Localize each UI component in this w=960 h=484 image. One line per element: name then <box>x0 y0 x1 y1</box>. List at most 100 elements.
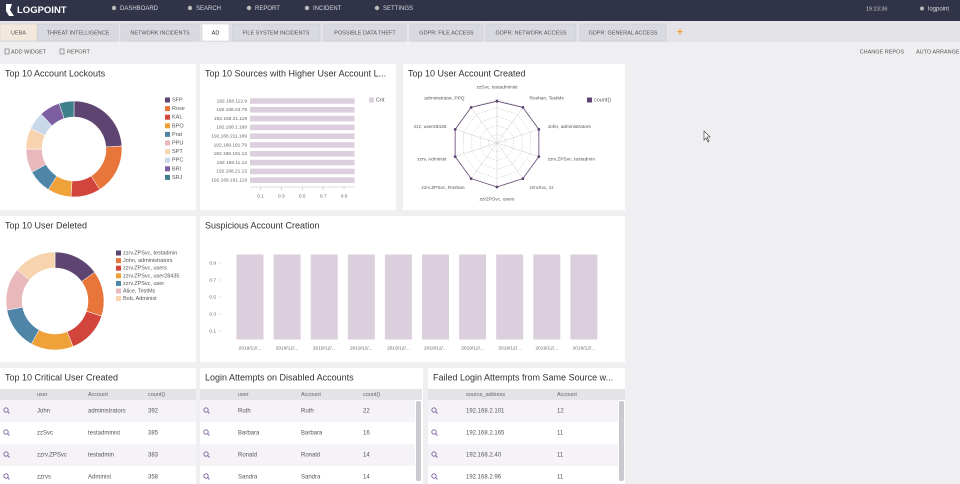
table-cell: 383 <box>148 453 159 459</box>
table-row[interactable] <box>200 422 415 444</box>
x-tick-label: 2019/12/... <box>535 345 558 351</box>
nav-icon <box>374 5 380 11</box>
tab[interactable] <box>323 23 407 42</box>
table-row[interactable] <box>428 422 618 444</box>
search-icon[interactable] <box>203 473 209 479</box>
toolbar-item[interactable]: REPORT <box>67 49 90 55</box>
radar-label: zzrv.ZPSvc, testadmin <box>548 157 596 163</box>
search-icon[interactable] <box>203 407 209 413</box>
table-cell: zzrvs <box>37 475 51 481</box>
toolbar-item[interactable]: ADD WIDGET <box>11 49 47 55</box>
nav-item[interactable]: SEARCH <box>196 6 221 12</box>
table-cell: Ruth <box>238 409 251 415</box>
bar <box>250 177 355 183</box>
bar <box>422 254 449 340</box>
search-icon[interactable] <box>431 429 437 435</box>
tab[interactable] <box>579 23 667 42</box>
legend-swatch <box>165 114 170 120</box>
table-row[interactable] <box>200 400 415 422</box>
radar-spoke <box>455 142 498 157</box>
tab-label[interactable]: POSSIBLE DATA THEFT <box>334 30 396 36</box>
radar-label: zzz, user28435 <box>414 124 447 130</box>
table-cell: 14 <box>363 453 370 459</box>
search-icon[interactable] <box>431 407 437 413</box>
column-header: Account <box>557 392 577 398</box>
table-row[interactable] <box>0 466 196 484</box>
user-name[interactable]: logpoint <box>928 7 949 13</box>
radar-point <box>495 99 499 103</box>
search-icon-handle <box>207 477 210 480</box>
bar <box>347 254 375 340</box>
tab-label[interactable]: GDPR: GENERAL ACCESS <box>589 30 658 36</box>
toolbar-item[interactable]: CHANGE REPOS <box>860 49 905 55</box>
bar <box>250 133 355 139</box>
table-row[interactable] <box>0 444 196 466</box>
tab[interactable] <box>409 23 484 42</box>
tab-label[interactable]: GDPR: FILE ACCESS <box>419 30 474 36</box>
column-header: user <box>37 392 48 398</box>
tab-label[interactable]: UEBA <box>11 30 26 36</box>
table-cell: 358 <box>148 475 159 481</box>
table-cell: zzSvc <box>37 431 53 437</box>
table-row[interactable] <box>0 400 196 422</box>
tab-label[interactable]: THREAT INTELLIGENCE <box>47 30 110 36</box>
search-icon[interactable] <box>3 473 9 479</box>
search-icon[interactable] <box>203 451 209 457</box>
search-icon[interactable] <box>203 429 209 435</box>
y-tick-label: 192.168.21.13 <box>216 169 247 175</box>
legend-label: count() <box>594 97 611 103</box>
scrollbar <box>416 401 421 481</box>
x-tick-label: 2019/12/... <box>350 345 373 351</box>
table-row[interactable] <box>428 444 618 466</box>
table-cell: Ronald <box>301 453 320 459</box>
search-icon[interactable] <box>3 407 9 413</box>
radar-label: zzrZPSvc, users <box>480 196 516 202</box>
radar-label: zzSvc, testadminist <box>476 84 518 90</box>
radar-label: John, administrators <box>548 124 592 130</box>
table-row[interactable] <box>200 466 415 484</box>
table-cell: Ronald <box>238 453 257 459</box>
legend-label: zzrv.ZPSvc, users <box>123 266 167 272</box>
tab-label[interactable]: NETWORK INCIDENTS <box>130 30 190 36</box>
table-row[interactable] <box>428 400 618 422</box>
tab[interactable] <box>120 23 200 42</box>
search-icon[interactable] <box>3 429 9 435</box>
bar <box>236 254 264 340</box>
table-cell: Sandra <box>301 475 321 481</box>
nav-item[interactable]: REPORT <box>255 6 280 12</box>
tab[interactable] <box>37 23 119 42</box>
tab-label[interactable]: AD <box>212 30 220 36</box>
search-icon-handle <box>207 411 210 414</box>
x-tick-label: 2019/12/... <box>239 345 262 351</box>
column-header: count() <box>148 392 165 398</box>
legend-label: zzrv.ZPSvc, testadmin <box>123 250 177 256</box>
search-icon[interactable] <box>431 451 437 457</box>
radar-point <box>495 185 499 189</box>
donut-slice <box>58 100 75 119</box>
y-tick-label: 192.168.23.79 <box>216 107 247 113</box>
tab[interactable] <box>0 23 38 42</box>
table-row[interactable] <box>200 444 415 466</box>
scrollbar <box>619 401 624 481</box>
tab-label[interactable]: GDPR: NETWORK ACCESS <box>496 30 567 36</box>
nav-item[interactable]: INCIDENT <box>313 6 342 12</box>
tab-label[interactable]: FILE SYSTEM INCIDENTS <box>243 30 310 36</box>
toolbar-item[interactable]: AUTO ARRANGE <box>916 49 960 55</box>
nav-item[interactable]: DASHBOARD <box>120 6 159 12</box>
search-icon[interactable] <box>3 451 9 457</box>
radar-spoke <box>455 129 498 144</box>
y-tick-label: 0.7 <box>209 277 216 283</box>
tab[interactable] <box>485 23 577 42</box>
nav-item[interactable]: SETTINGS <box>383 6 413 12</box>
tab[interactable] <box>231 23 321 42</box>
x-tick-label: 2019/12/... <box>387 345 410 351</box>
search-icon[interactable] <box>431 473 437 479</box>
add-tab[interactable]: + <box>677 26 683 38</box>
tab[interactable] <box>201 23 230 42</box>
table-row[interactable] <box>0 422 196 444</box>
table-row[interactable] <box>428 466 618 484</box>
y-tick-label: 0.5 <box>209 294 216 300</box>
x-tick-label: 2019/12/... <box>424 345 447 351</box>
table-cell: 16 <box>363 431 370 437</box>
